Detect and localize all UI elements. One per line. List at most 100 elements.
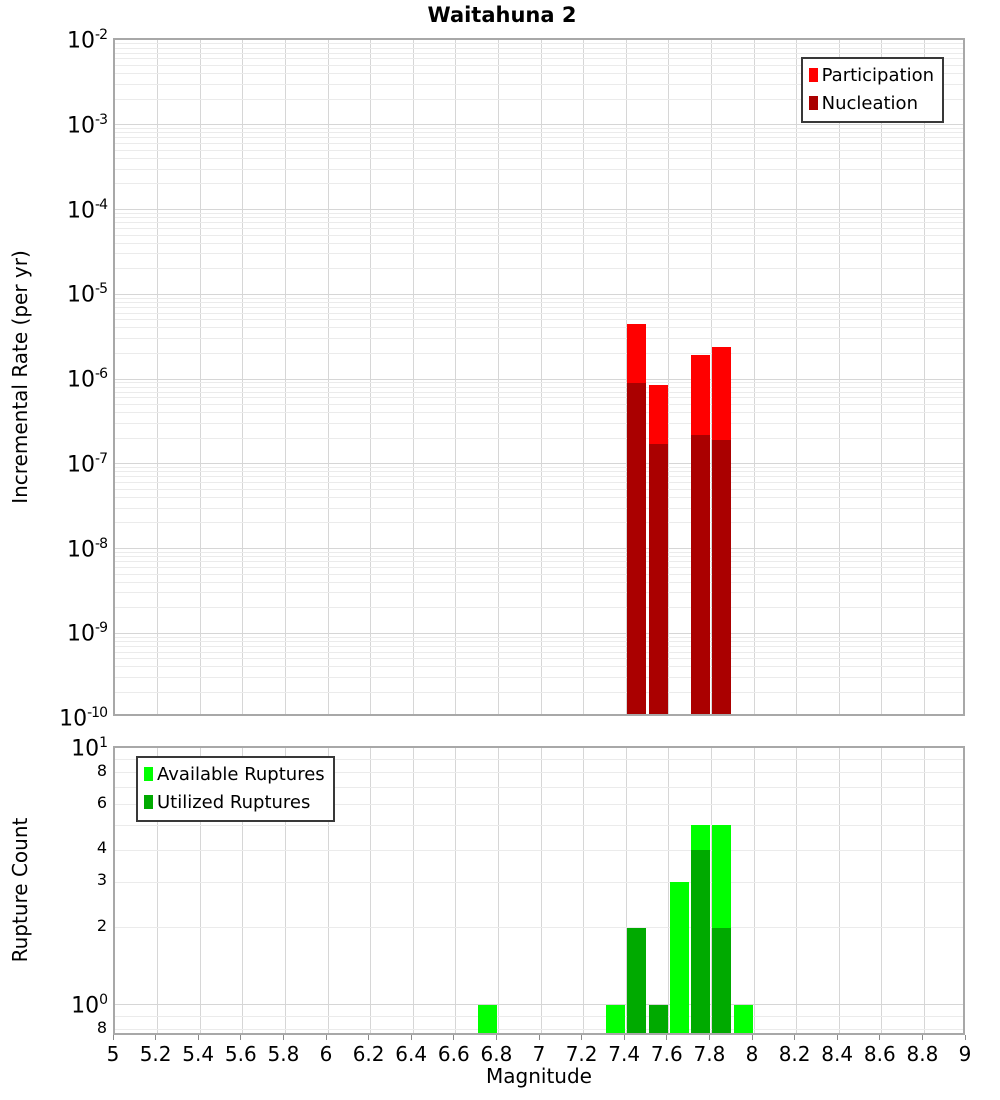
grid-line-vertical — [370, 748, 371, 1033]
grid-line-minor — [115, 48, 963, 49]
grid-line-minor — [115, 574, 963, 575]
grid-line-vertical — [839, 748, 840, 1033]
x-tick-mark — [368, 1035, 369, 1040]
x-tick-mark — [283, 1035, 284, 1040]
y-tick-label: 10-2 — [67, 27, 108, 54]
grid-line-minor — [115, 804, 963, 805]
x-tick-mark — [113, 1035, 114, 1040]
grid-line-minor — [115, 65, 963, 66]
grid-line-minor — [115, 646, 963, 647]
y-tick-label: 101 — [71, 735, 108, 762]
grid-line-minor — [115, 882, 963, 883]
grid-line-major — [115, 463, 963, 464]
bar-nucleation — [691, 434, 711, 714]
grid-line-minor — [115, 302, 963, 303]
grid-line-vertical — [157, 748, 158, 1033]
y-tick-label: 10-9 — [67, 620, 108, 647]
grid-line-vertical — [711, 748, 712, 1033]
grid-line-vertical — [796, 40, 797, 714]
x-tick-label: 8.2 — [778, 1042, 811, 1066]
grid-line-vertical — [455, 40, 456, 714]
grid-line-minor — [115, 787, 963, 788]
grid-line-minor — [115, 387, 963, 388]
grid-line-minor — [115, 412, 963, 413]
y-tick-label: 8 — [96, 760, 107, 780]
grid-line-vertical — [242, 748, 243, 1033]
grid-line-minor — [115, 772, 963, 773]
x-tick-label: 6.6 — [437, 1042, 470, 1066]
legend-label-utilized: Utilized Ruptures — [157, 791, 311, 813]
participation-swatch-icon — [808, 68, 818, 82]
grid-line-minor — [115, 467, 963, 468]
grid-line-minor — [115, 497, 963, 498]
x-tick-mark — [794, 1035, 795, 1040]
y-tick-label: 10-3 — [67, 111, 108, 139]
grid-line-vertical — [328, 748, 329, 1033]
legend-label-nucleation: Nucleation — [821, 92, 918, 114]
grid-line-vertical — [583, 40, 584, 714]
grid-line-minor — [115, 658, 963, 659]
grid-line-minor — [115, 637, 963, 638]
grid-line-minor — [115, 482, 963, 483]
grid-line-minor — [115, 58, 963, 59]
rate-legend: Participation Nucleation — [800, 57, 944, 123]
grid-line-minor — [115, 404, 963, 405]
grid-line-vertical — [668, 748, 669, 1033]
grid-line-minor — [115, 397, 963, 398]
grid-line-vertical — [924, 40, 925, 714]
x-tick-mark — [922, 1035, 923, 1040]
grid-line-vertical — [626, 40, 627, 714]
x-tick-label: 6.2 — [352, 1042, 385, 1066]
grid-line-minor — [115, 561, 963, 562]
x-tick-mark — [326, 1035, 327, 1040]
x-tick-label: 5.2 — [139, 1042, 172, 1066]
grid-line-vertical — [157, 40, 158, 714]
legend-item-available: Available Ruptures — [144, 760, 325, 788]
grid-line-minor — [115, 759, 963, 760]
grid-line-minor — [115, 392, 963, 393]
bar-utilized-ruptures — [712, 927, 732, 1033]
x-tick-label: 7.2 — [565, 1042, 598, 1066]
grid-line-minor — [115, 382, 963, 383]
grid-line-minor — [115, 268, 963, 269]
grid-line-minor — [115, 235, 963, 236]
grid-line-minor — [115, 592, 963, 593]
grid-line-vertical — [370, 40, 371, 714]
incremental-rate-panel: Participation Nucleation — [113, 38, 965, 716]
bar-available-ruptures — [605, 1004, 625, 1033]
x-tick-mark — [837, 1035, 838, 1040]
x-tick-label: 6.4 — [395, 1042, 428, 1066]
grid-line-minor — [115, 1016, 963, 1017]
grid-line-minor — [115, 652, 963, 653]
x-tick-label: 5.8 — [267, 1042, 300, 1066]
grid-line-vertical — [668, 40, 669, 714]
grid-line-vertical — [881, 40, 882, 714]
x-tick-mark — [709, 1035, 710, 1040]
grid-line-major — [115, 633, 963, 634]
grid-line-minor — [115, 169, 963, 170]
grid-line-minor — [115, 228, 963, 229]
bar-nucleation — [712, 440, 732, 714]
x-tick-label: 8.8 — [906, 1042, 939, 1066]
grid-line-minor — [115, 222, 963, 223]
grid-line-minor — [115, 692, 963, 693]
legend-item-utilized: Utilized Ruptures — [144, 788, 325, 816]
x-tick-label: 7.6 — [650, 1042, 683, 1066]
grid-line-vertical — [455, 748, 456, 1033]
grid-line-minor — [115, 556, 963, 557]
grid-line-minor — [115, 43, 963, 44]
grid-line-minor — [115, 927, 963, 928]
legend-label-participation: Participation — [821, 64, 934, 86]
y-tick-label: 100 — [71, 991, 108, 1019]
y-tick-label: 4 — [96, 838, 107, 858]
chart-title: Waitahuna 2 — [427, 3, 577, 27]
x-tick-label: 7.4 — [608, 1042, 641, 1066]
grid-line-minor — [115, 319, 963, 320]
grid-line-vertical — [839, 40, 840, 714]
x-tick-label: 6.8 — [480, 1042, 513, 1066]
grid-line-minor — [115, 99, 963, 100]
grid-line-minor — [115, 489, 963, 490]
y-tick-label: 10-4 — [67, 196, 108, 223]
x-tick-mark — [879, 1035, 880, 1040]
grid-line-vertical — [328, 40, 329, 714]
